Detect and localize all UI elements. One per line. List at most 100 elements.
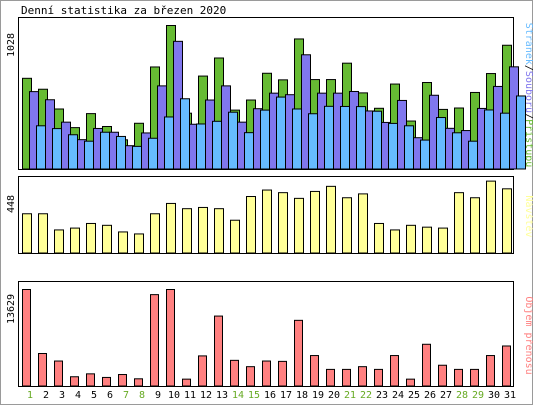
bar-návštěv-day-12 — [198, 206, 208, 254]
y-axis-max-label: 1028 — [6, 33, 17, 57]
bar-objem-přenosu-day-28 — [454, 368, 463, 387]
bar-návštěv-day-27 — [438, 227, 448, 254]
bar-objem-přenosu-day-7 — [118, 374, 127, 387]
bar-stránek-day-12 — [212, 120, 222, 170]
bar-objem-přenosu-day-25 — [406, 378, 415, 387]
bar-objem-přenosu-day-24 — [390, 355, 399, 387]
bar-návštěv-day-9 — [150, 213, 160, 254]
bar-návštěv-day-1 — [22, 213, 32, 254]
bar-stránek-day-21 — [356, 106, 366, 170]
x-tick-label-day-6: 6 — [107, 390, 113, 401]
x-tick-label-day-3: 3 — [59, 390, 65, 401]
panel-2: 448 Návštěv — [6, 176, 533, 254]
bar-stránek-day-20 — [340, 105, 350, 170]
x-tick-label-day-2: 2 — [43, 390, 49, 401]
x-tick-label-day-11: 11 — [184, 390, 196, 401]
bar-návštěv-day-8 — [134, 233, 144, 254]
bar-stránek-day-23 — [388, 122, 398, 170]
y-axis-max-label: 13629 — [6, 294, 17, 324]
legend-label: Návštěv — [523, 195, 533, 237]
bar-návštěv-day-13 — [214, 208, 224, 254]
x-tick-label-day-24: 24 — [392, 390, 404, 401]
bar-návštěv-day-2 — [38, 213, 48, 254]
bar-návštěv-day-29 — [470, 197, 480, 254]
bar-návštěv-day-14 — [230, 219, 240, 254]
bar-stránek-day-6 — [116, 135, 126, 170]
bar-návštěv-day-16 — [262, 189, 272, 254]
x-tick-label-day-21: 21 — [344, 390, 356, 401]
bar-stránek-day-26 — [436, 117, 446, 170]
bar-stránek-day-28 — [468, 140, 478, 170]
bar-objem-přenosu-day-26 — [422, 343, 431, 387]
bar-objem-přenosu-day-5 — [86, 373, 95, 387]
bar-návštěv-day-18 — [294, 197, 304, 254]
bar-návštěv-day-28 — [454, 192, 464, 254]
bar-stránek-day-5 — [100, 131, 110, 170]
bar-návštěv-day-15 — [246, 196, 256, 254]
bar-objem-přenosu-day-22 — [358, 366, 367, 387]
bar-objem-přenosu-day-2 — [38, 353, 47, 387]
bar-návštěv-day-6 — [102, 224, 112, 254]
bar-návštěv-day-26 — [422, 226, 432, 254]
x-tick-label-day-22: 22 — [360, 390, 372, 401]
bar-stránek-day-11 — [196, 123, 206, 170]
page-title: Denní statistika za březen 2020 — [21, 4, 227, 17]
x-tick-label-day-26: 26 — [424, 390, 436, 401]
bar-objem-přenosu-day-17 — [278, 360, 287, 387]
x-tick-label-day-29: 29 — [472, 390, 484, 401]
bar-objem-přenosu-day-31 — [502, 345, 511, 387]
bar-návštěv-day-24 — [390, 229, 400, 254]
bar-návštěv-day-17 — [278, 192, 288, 254]
panel-3: 13629 Objem přenosu — [6, 281, 533, 387]
bar-stránek-day-13 — [228, 111, 238, 170]
bar-stránek-day-16 — [276, 96, 286, 170]
legend-part: / — [523, 65, 533, 71]
legend-part: Objem přenosu — [523, 296, 533, 374]
bar-návštěv-day-23 — [374, 222, 384, 254]
legend-part: Návštěv — [523, 195, 533, 237]
x-tick-label-day-31: 31 — [504, 390, 516, 401]
bar-objem-přenosu-day-21 — [342, 368, 351, 387]
bar-návštěv-day-11 — [182, 208, 192, 254]
x-tick-label-day-14: 14 — [232, 390, 244, 401]
bar-návštěv-day-20 — [326, 185, 336, 254]
legend-part: / — [523, 113, 533, 119]
bar-návštěv-day-25 — [406, 224, 416, 254]
bar-stránek-day-1 — [36, 125, 46, 170]
bar-objem-přenosu-day-4 — [70, 376, 79, 387]
bar-stránek-day-18 — [308, 113, 318, 170]
x-tick-label-day-10: 10 — [168, 390, 180, 401]
legend-label: Stránek/Souborů/Přístupů — [523, 23, 533, 168]
bar-objem-přenosu-day-14 — [230, 359, 239, 387]
x-tick-label-day-15: 15 — [248, 390, 260, 401]
bar-objem-přenosu-day-27 — [438, 364, 447, 387]
legend-part: Souborů — [523, 71, 533, 113]
bar-stránek-day-7 — [132, 145, 142, 170]
bar-objem-přenosu-day-20 — [326, 368, 335, 387]
bar-stránek-day-17 — [292, 108, 302, 170]
x-tick-label-day-27: 27 — [440, 390, 452, 401]
bar-stránek-day-29 — [484, 109, 494, 170]
bar-návštěv-day-4 — [70, 227, 80, 254]
x-tick-label-day-25: 25 — [408, 390, 420, 401]
x-tick-label-day-17: 17 — [280, 390, 292, 401]
x-tick-label-day-28: 28 — [456, 390, 468, 401]
bar-objem-přenosu-day-30 — [486, 355, 495, 387]
panel-1: 1028 Stránek/Souborů/Přístupů — [6, 17, 533, 170]
x-tick-label-day-8: 8 — [139, 390, 145, 401]
bar-stránek-day-3 — [68, 134, 78, 170]
x-tick-label-day-18: 18 — [296, 390, 308, 401]
bar-objem-přenosu-day-11 — [182, 378, 191, 387]
bar-návštěv-day-5 — [86, 222, 96, 254]
bar-návštěv-day-22 — [358, 193, 368, 254]
bar-návštěv-day-30 — [486, 180, 496, 254]
bar-objem-přenosu-day-16 — [262, 360, 271, 387]
x-tick-label-day-1: 1 — [27, 390, 33, 401]
x-tick-label-day-30: 30 — [488, 390, 500, 401]
bar-stránek-day-14 — [244, 132, 254, 170]
bar-stránek-day-22 — [372, 110, 382, 170]
bar-stránek-day-30 — [500, 112, 510, 170]
x-tick-label-day-16: 16 — [264, 390, 276, 401]
